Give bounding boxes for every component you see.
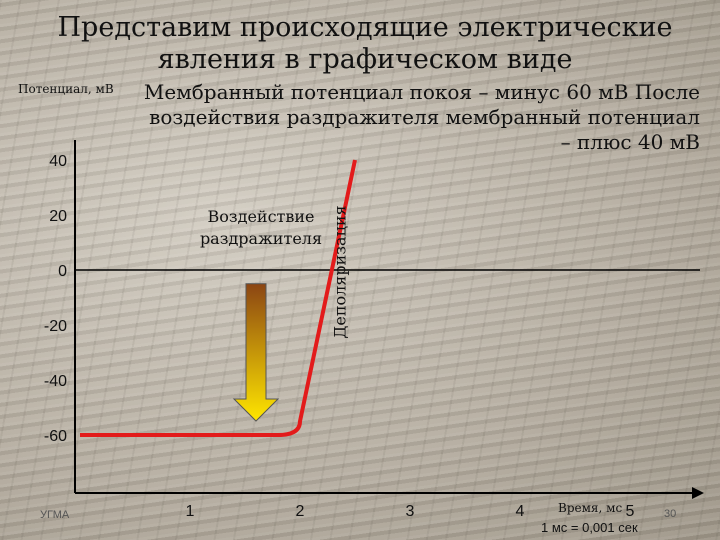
stimulus-label: Воздействие раздражителя (199, 207, 323, 248)
page-number: 30 (664, 508, 677, 520)
y-tick-label: -60 (44, 428, 67, 445)
x-tick-label: 2 (296, 503, 305, 520)
footer-logo-text: УГМА (40, 509, 70, 521)
y-axis-label: Потенциал, мВ (18, 82, 114, 96)
x-axis-arrowhead (692, 487, 704, 499)
y-tick-label: 0 (58, 263, 67, 280)
info-text: Мембранный потенциал покоя – минус 60 мВ… (143, 80, 700, 154)
y-tick-label: 40 (49, 153, 67, 170)
x-axis-label: Время, мс (558, 501, 623, 515)
y-tick-label: -20 (44, 318, 67, 335)
x-tick-label: 4 (516, 503, 525, 520)
x-tick-label: 3 (406, 503, 415, 520)
stimulus-arrow (232, 283, 280, 422)
y-tick-label: -40 (44, 373, 67, 390)
x-tick-label: 1 (186, 503, 195, 520)
y-tick-label: 20 (49, 208, 67, 225)
slide-title: Представим происходящие электрические яв… (57, 12, 673, 75)
depolarization-label: Деполяризация (330, 205, 350, 339)
membrane-potential-curve (80, 159, 357, 437)
x-tick-label: 5 (626, 503, 635, 520)
time-unit-note: 1 мс = 0,001 сек (541, 520, 638, 535)
